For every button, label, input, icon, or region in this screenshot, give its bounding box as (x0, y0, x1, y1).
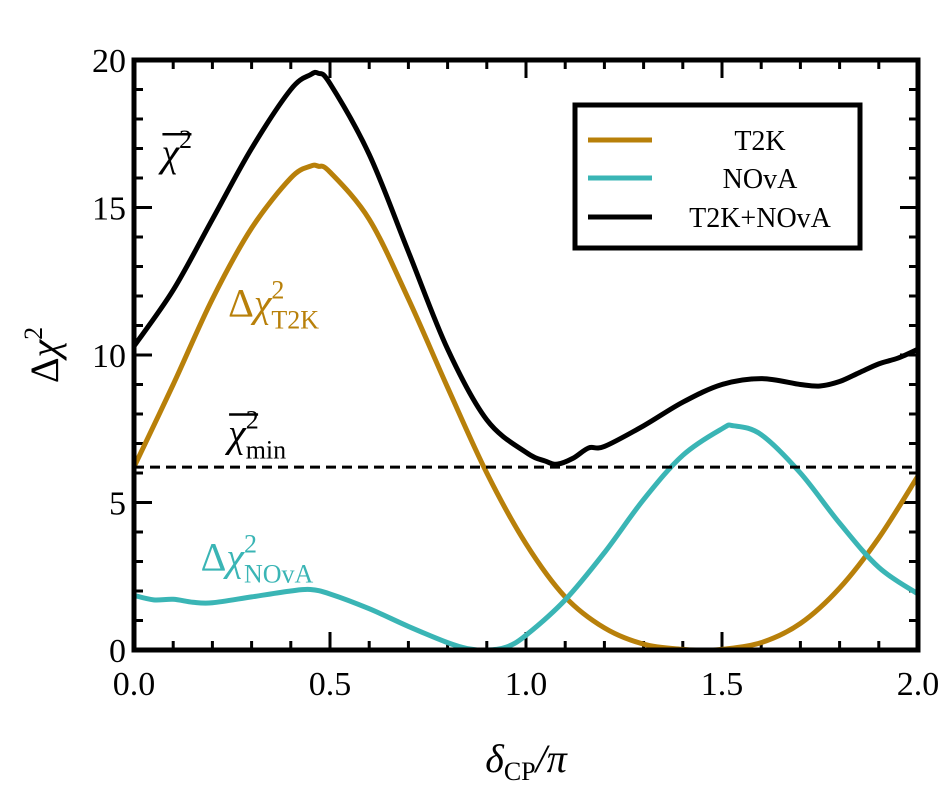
annotation-text-t2k: Δχ2 T2K (228, 276, 319, 335)
annotation-text-chimin: χ2 min (224, 405, 286, 464)
legend: T2K NOvA T2K+NOvA (572, 102, 863, 251)
annotations: χ2 Δχ2 T2K χ2 min Δχ2 NOvA (157, 125, 319, 588)
x-tick-label: 1.5 (701, 666, 744, 703)
x-axis-suffix: /π (534, 736, 568, 781)
y-tick-label: 0 (109, 633, 126, 670)
x-axis-subscript: CP (504, 757, 536, 785)
series-line-t2k (134, 162, 918, 650)
legend-label-nova: NOvA (723, 164, 798, 195)
legend-label-combined: T2K+NOvA (689, 203, 832, 234)
y-axis-symbol: χ (22, 338, 67, 361)
y-tick-label: 15 (92, 191, 126, 228)
annotation-text-chibar: χ2 (157, 125, 192, 175)
y-tick-label: 10 (92, 338, 126, 375)
annotation-chimin: χ2 min (224, 405, 286, 464)
plot-frame (131, 57, 921, 653)
annotation-nova: Δχ2 NOvA (201, 529, 314, 588)
annotation-t2k: Δχ2 T2K (228, 276, 319, 335)
x-tick-label: 0.5 (309, 666, 352, 703)
x-axis-symbol: δ (485, 736, 505, 781)
annotation-chibar: χ2 (157, 125, 192, 175)
x-tick-label: 2.0 (897, 666, 940, 703)
y-axis-prefix: Δ (22, 357, 67, 383)
legend-label-t2k: T2K (734, 126, 785, 157)
annotation-text-nova: Δχ2 NOvA (201, 529, 314, 588)
y-tick-label: 5 (109, 486, 126, 523)
x-tick-label: 0.0 (113, 666, 156, 703)
x-tick-label: 1.0 (505, 666, 548, 703)
series-line-t2k-nova (134, 69, 918, 467)
y-tick-label: 20 (92, 43, 126, 80)
y-axis-title: Δχ2 (19, 327, 67, 383)
x-axis-title: δCP/π (485, 736, 568, 785)
tick-labels: 0.0 0.5 1.0 1.5 2.0 0 5 10 15 20 (92, 43, 939, 703)
y-axis-superscript: 2 (19, 327, 48, 340)
